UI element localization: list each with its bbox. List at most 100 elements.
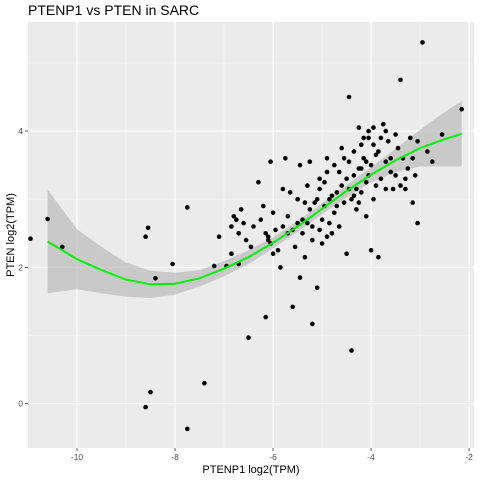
data-point [317, 176, 322, 182]
data-point [459, 106, 465, 112]
data-point [410, 200, 416, 205]
data-point [371, 142, 376, 147]
data-point [202, 380, 207, 386]
data-point [295, 220, 300, 226]
data-point [425, 149, 430, 154]
data-point [371, 125, 376, 130]
data-point [373, 183, 379, 188]
data-point [261, 203, 266, 209]
data-point [393, 132, 398, 137]
data-point [336, 224, 342, 229]
data-point [280, 224, 286, 229]
data-point [349, 196, 354, 202]
grid-lines [28, 22, 474, 448]
data-point [388, 169, 394, 175]
data-point [334, 203, 340, 209]
data-point [302, 254, 308, 260]
data-point [314, 196, 320, 202]
data-point [280, 186, 286, 192]
data-point [339, 183, 345, 188]
data-point [356, 125, 362, 130]
data-point [405, 166, 411, 171]
data-point [285, 214, 291, 219]
data-point [145, 225, 151, 231]
data-point [185, 205, 190, 210]
data-point [319, 217, 325, 222]
data-point [398, 77, 403, 83]
data-point [354, 207, 359, 212]
data-point [420, 40, 425, 45]
data-point [371, 196, 376, 202]
data-point [270, 210, 276, 216]
data-point [263, 314, 269, 320]
data-point [381, 121, 386, 127]
data-point [307, 207, 313, 212]
data-point [295, 196, 300, 202]
data-point [265, 237, 271, 243]
data-point [283, 156, 288, 161]
data-point [324, 156, 330, 161]
data-point [148, 389, 153, 395]
y-tick-label: 2 [18, 262, 23, 272]
data-point [324, 169, 330, 175]
data-point [251, 224, 256, 229]
data-point [363, 179, 369, 185]
data-point [398, 183, 403, 188]
data-point [363, 214, 369, 219]
data-point [403, 186, 408, 192]
data-point [270, 251, 276, 256]
confidence-band [47, 101, 462, 298]
data-point [258, 217, 264, 222]
data-point [170, 261, 175, 267]
data-point [344, 251, 349, 256]
data-point [390, 186, 396, 192]
data-point [229, 251, 234, 256]
data-point [216, 234, 222, 239]
data-point [297, 162, 303, 168]
y-axis-label: PTEN log2(TPM) [5, 193, 17, 277]
data-point [363, 159, 369, 164]
data-point [332, 210, 337, 216]
data-point [368, 162, 374, 168]
data-point [393, 173, 398, 178]
data-point [366, 128, 371, 134]
data-point [361, 156, 367, 161]
y-axis-ticks: 0 2 4 [18, 126, 28, 409]
data-point [153, 276, 158, 281]
confidence-band-area [47, 101, 462, 298]
data-point [346, 94, 352, 100]
data-point [238, 207, 244, 212]
data-point [290, 304, 296, 310]
data-point [336, 169, 342, 175]
y-tick-label: 0 [18, 399, 23, 409]
data-point [359, 166, 364, 171]
data-point [60, 244, 65, 250]
data-point [322, 179, 327, 185]
data-point [351, 173, 357, 178]
data-point [359, 142, 364, 147]
data-point [415, 139, 420, 144]
data-point [385, 139, 391, 144]
data-point [439, 132, 445, 137]
data-point [317, 186, 322, 192]
data-point [310, 321, 315, 327]
data-point [319, 241, 325, 246]
data-point [408, 135, 413, 141]
data-point [366, 135, 371, 141]
fit-curve [47, 132, 463, 286]
x-tick-label: -4 [367, 452, 375, 462]
data-point [241, 220, 246, 226]
data-point [314, 285, 320, 291]
x-tick-label: -8 [171, 452, 179, 462]
data-point [351, 149, 357, 154]
data-point [341, 156, 347, 161]
data-point [329, 231, 335, 236]
data-point [327, 220, 332, 226]
x-axis-label: PTENP1 log2(TPM) [202, 464, 299, 476]
data-point [256, 179, 261, 185]
data-point [229, 224, 234, 229]
data-point [383, 186, 389, 192]
y-tick-label: 4 [18, 126, 23, 136]
data-point [356, 200, 362, 205]
